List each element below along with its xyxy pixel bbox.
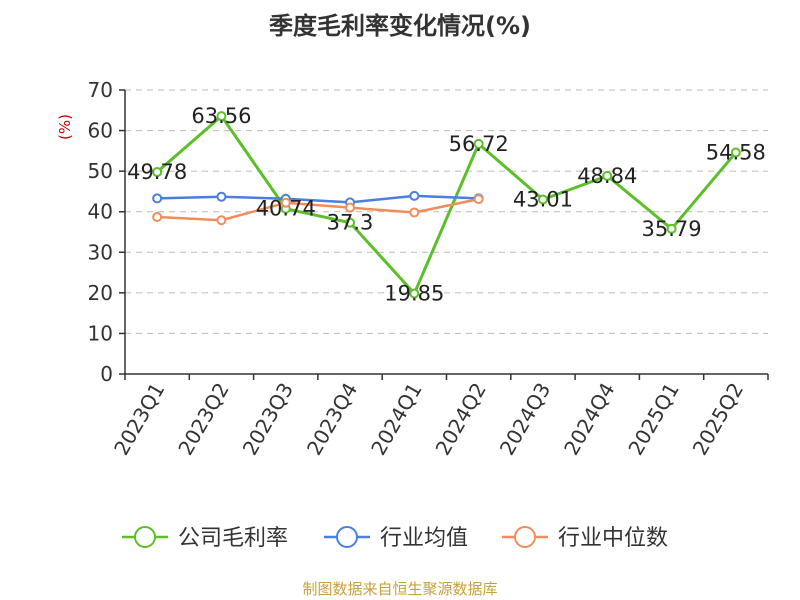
data-point	[409, 207, 420, 218]
data-point	[345, 202, 356, 213]
legend: 公司毛利率 行业均值 行业中位数	[122, 526, 668, 551]
y-tick-label: 30	[88, 240, 113, 264]
data-point	[280, 197, 291, 208]
data-point	[152, 167, 163, 178]
y-tick-label: 60	[88, 119, 113, 143]
legend-marker	[134, 526, 156, 548]
data-label: 19.85	[384, 281, 444, 305]
series-line	[157, 197, 479, 222]
legend-label: 公司毛利率	[178, 526, 288, 551]
data-point	[345, 217, 356, 228]
x-tick-label: 2024Q1	[366, 379, 426, 460]
y-axis-label: (%)	[56, 114, 74, 140]
x-tick-label: 2024Q4	[559, 379, 619, 460]
chart-title: 季度毛利率变化情况(%)	[269, 12, 531, 40]
axes: 0 10 20 30 40 50 60 70 (%) 2023Q1 2023Q2 2023Q3 2023…	[56, 78, 769, 460]
data-label: 40.74	[256, 197, 316, 221]
x-tick-label: 2023Q3	[238, 379, 298, 460]
data-point	[537, 194, 548, 205]
data-point	[730, 147, 741, 158]
legend-label: 行业均值	[380, 526, 468, 551]
legend-marker	[336, 526, 358, 548]
data-label: 54.58	[706, 141, 766, 165]
data-point	[666, 223, 677, 234]
x-tick-label: 2024Q2	[431, 379, 491, 460]
data-label: 63.56	[191, 104, 251, 128]
data-label: 48.84	[577, 164, 637, 188]
data-label: 35.79	[641, 217, 701, 241]
series-lines	[152, 111, 741, 299]
data-point	[409, 190, 420, 201]
x-tick-label: 2023Q1	[109, 379, 169, 460]
data-point	[473, 194, 484, 205]
data-point	[152, 193, 163, 204]
data-point	[216, 111, 227, 122]
data-label: 56.72	[449, 132, 509, 156]
legend-marker	[514, 526, 536, 548]
y-tick-label: 0	[100, 362, 113, 386]
x-tick-label: 2025Q2	[688, 379, 748, 460]
x-tick-label: 2025Q1	[623, 379, 683, 460]
x-tick-label: 2023Q4	[302, 379, 362, 460]
data-point	[152, 211, 163, 222]
y-tick-label: 40	[88, 200, 113, 224]
series-line	[157, 194, 479, 204]
data-label: 37.3	[327, 211, 374, 235]
x-tick-label: 2023Q2	[173, 379, 233, 460]
y-tick-label: 20	[88, 281, 113, 305]
source-note: 制图数据来自恒生聚源数据库	[302, 580, 498, 598]
grid-lines	[125, 89, 768, 334]
x-tick-label: 2024Q3	[495, 379, 555, 460]
y-tick-label: 10	[88, 321, 113, 345]
data-point	[602, 170, 613, 181]
data-point	[216, 191, 227, 202]
data-point	[409, 288, 420, 299]
legend-label: 行业中位数	[558, 526, 668, 551]
data-label: 49.78	[127, 160, 187, 184]
y-tick-label: 70	[88, 78, 113, 102]
series-line	[156, 114, 737, 295]
y-tick-label: 50	[88, 159, 113, 183]
data-point	[473, 138, 484, 149]
data-label: 43.01	[513, 188, 573, 212]
data-point	[216, 215, 227, 226]
